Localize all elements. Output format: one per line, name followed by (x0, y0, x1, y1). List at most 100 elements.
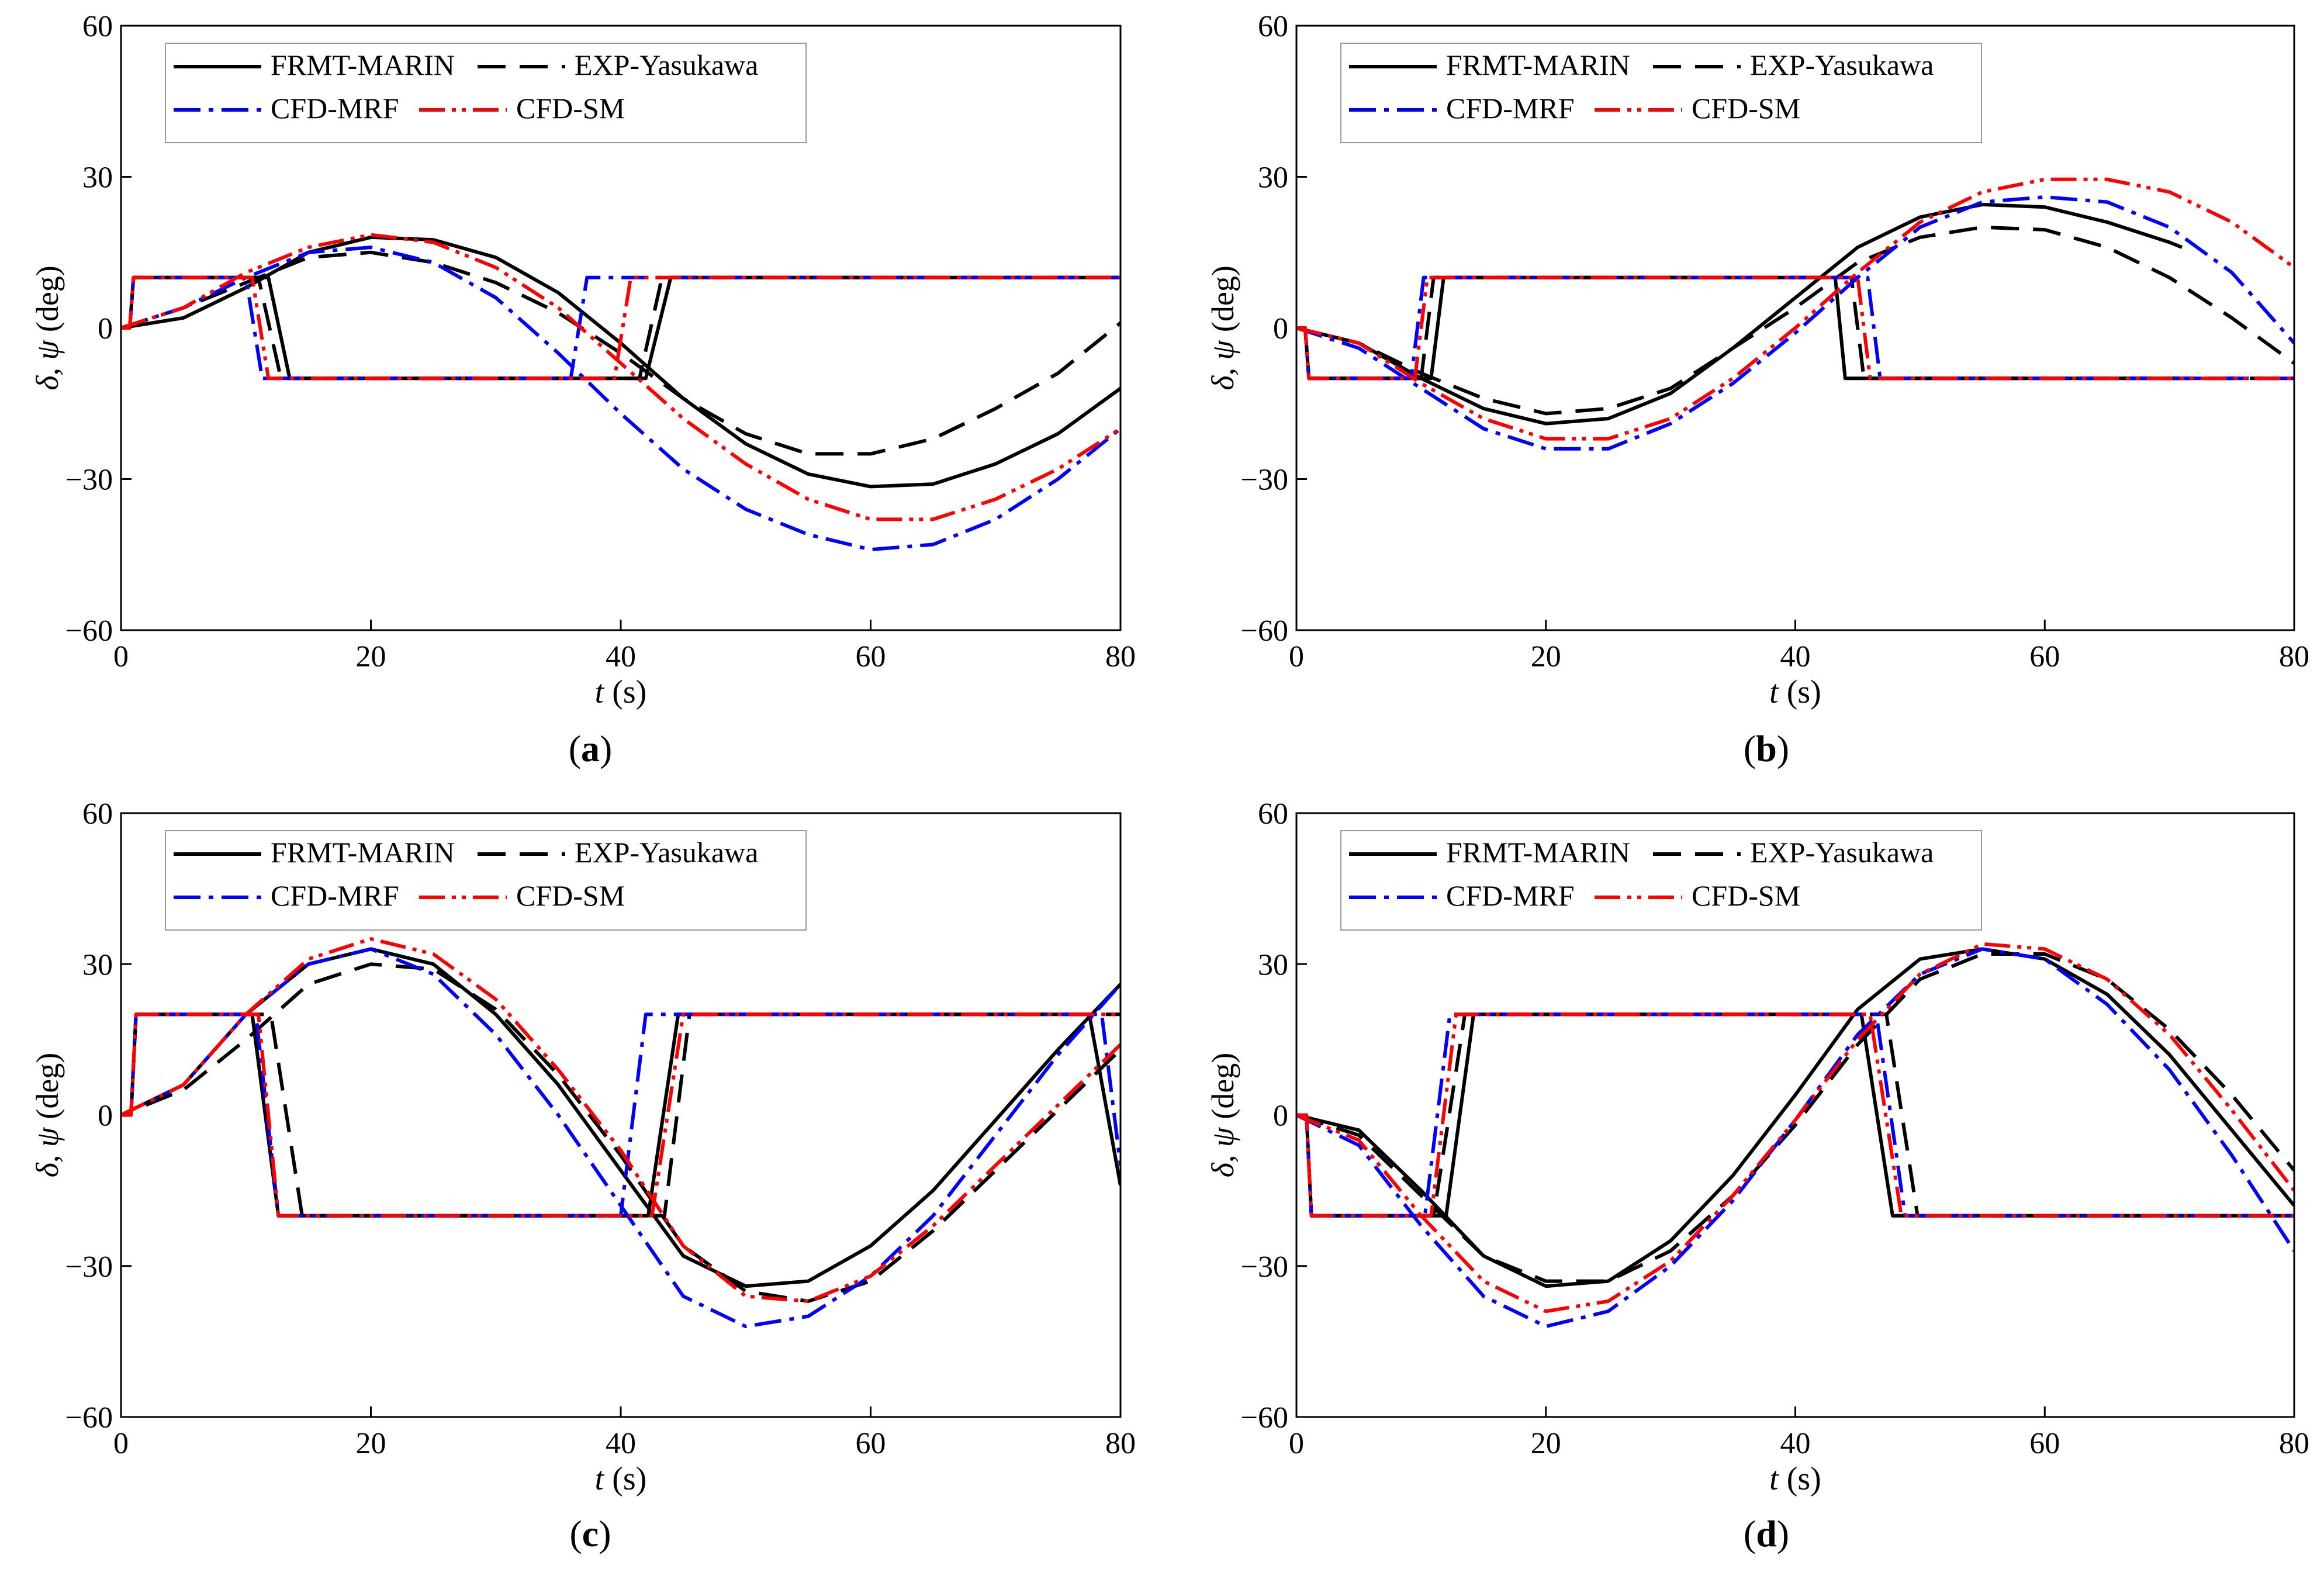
panel-d: 0 20 40 60 80 −60 −30 0 30 60 FRMT-MARIN EXP-Yasuka… (1205, 797, 2309, 1554)
series-line-exp (121, 1012, 1120, 1218)
y-tick-label: −30 (65, 1250, 113, 1284)
panel-label-letter: a (581, 728, 600, 769)
panel-label-paren: ( (569, 1513, 582, 1554)
y-tick-label: −60 (65, 614, 113, 648)
y-tick-label: 0 (98, 1100, 113, 1133)
series-group (1296, 177, 2294, 451)
series-line-frmt (121, 947, 1120, 1288)
x-tick-label: 40 (1780, 640, 1811, 673)
legend-box (1340, 43, 1982, 143)
series-line-mrf (1296, 195, 2294, 451)
panel-label-paren: ( (569, 728, 581, 769)
series-line-frmt (1296, 947, 2294, 1288)
y-tick-label: 30 (82, 161, 113, 195)
legend-box (165, 43, 807, 143)
panel-label: (b) (1744, 728, 1789, 769)
x-tick-label: 20 (1531, 640, 1561, 673)
y-axis-label: δ, ψ (deg) (30, 265, 65, 390)
y-tick-label: 60 (1258, 10, 1288, 43)
panel-label-paren: ( (1744, 1513, 1756, 1554)
x-tick-label: 20 (1531, 1427, 1561, 1460)
panel-c: 0 20 40 60 80 −60 −30 0 30 60 FRMT-MARIN EXP-Yasuka… (30, 797, 1136, 1554)
series-line-frmt (1296, 275, 2182, 381)
series-line-exp (145, 962, 1120, 1303)
x-tick-label: 60 (856, 1427, 886, 1460)
series-line-sm (1296, 1012, 2294, 1218)
y-axis-label-unit: (deg) (30, 1053, 65, 1119)
series-line-sm (121, 1012, 1120, 1218)
x-axis-label-var: t (1769, 1461, 1779, 1497)
y-tick-label: 0 (98, 312, 113, 345)
y-axis-label-unit: (deg) (1205, 1053, 1240, 1119)
x-tick-label: 80 (2279, 640, 2309, 673)
y-tick-label: 30 (1258, 948, 1288, 981)
y-tick-label: 60 (82, 10, 113, 43)
legend-box (165, 830, 807, 931)
legend-entry: EXP-Yasukawa (1750, 49, 1934, 81)
series-line-mrf (121, 1012, 1120, 1218)
panel-label-paren: ) (600, 728, 612, 769)
series-line-sm (121, 937, 1120, 1303)
legend-entry: FRMT-MARIN (1446, 836, 1630, 869)
x-tick-label: 80 (1105, 1427, 1136, 1460)
plot-frame (1295, 25, 2295, 631)
x-tick-label: 0 (1289, 1427, 1304, 1460)
x-tick-label: 20 (356, 640, 386, 673)
y-tick-label: −30 (65, 464, 113, 497)
y-axis-label-symbols: δ, ψ (1205, 1126, 1240, 1177)
y-tick-label: 60 (82, 797, 113, 831)
y-axis-label-symbols: δ, ψ (30, 340, 65, 390)
legend-entry: CFD-MRF (1446, 879, 1575, 912)
x-tick-label: 40 (606, 1427, 636, 1460)
x-axis-label: t (s) (595, 1461, 647, 1497)
legend: FRMT-MARIN EXP-Yasukawa CFD-MRF CFD-SM (1340, 830, 1982, 931)
series-group (121, 233, 1120, 552)
legend-entry: CFD-MRF (271, 92, 399, 125)
x-axis-label: t (s) (1769, 1461, 1821, 1497)
series-line-mrf (121, 246, 1120, 552)
plot-frame (120, 25, 1122, 631)
series-line-sm (1296, 942, 2294, 1314)
y-axis-label-unit: (deg) (30, 265, 65, 332)
y-axis-label: δ, ψ (deg) (30, 1053, 65, 1178)
y-tick-label: −30 (1241, 464, 1288, 497)
x-tick-label: 80 (2279, 1427, 2309, 1460)
panel-label-paren: ) (599, 1513, 611, 1554)
legend-entry: EXP-Yasukawa (1750, 836, 1934, 869)
legend-entry: FRMT-MARIN (271, 836, 455, 869)
plot-frame (120, 812, 1122, 1418)
x-tick-label: 60 (856, 640, 886, 673)
panel-label: (d) (1744, 1513, 1789, 1554)
panel-label-letter: b (1756, 728, 1777, 769)
legend-entry: EXP-Yasukawa (575, 49, 758, 81)
y-axis-label-symbols: δ, ψ (1205, 340, 1240, 390)
series-line-frmt (1296, 202, 2183, 426)
legend: FRMT-MARIN EXP-Yasukawa CFD-MRF CFD-SM (165, 43, 807, 143)
x-axis-label-var: t (595, 674, 605, 710)
y-axis-label: δ, ψ (deg) (1205, 265, 1240, 390)
series-line-exp (1296, 952, 2294, 1283)
legend-entry: CFD-SM (516, 92, 625, 125)
legend-entry: CFD-SM (1692, 879, 1800, 912)
panel-label-paren: ( (1744, 728, 1756, 769)
series-group (121, 937, 1120, 1329)
panel-label: (c) (569, 1513, 611, 1554)
x-tick-label: 60 (2029, 640, 2060, 673)
y-tick-label: 30 (82, 948, 113, 981)
legend-entry: EXP-Yasukawa (575, 836, 758, 869)
legend-entry: CFD-MRF (1446, 92, 1575, 125)
legend-entry: CFD-SM (1692, 92, 1800, 125)
y-axis-label: δ, ψ (deg) (1205, 1053, 1240, 1178)
y-tick-label: 60 (1258, 797, 1288, 831)
x-axis-label-var: t (1769, 674, 1779, 710)
x-tick-label: 80 (1105, 640, 1136, 673)
y-axis-label-unit: (deg) (1205, 265, 1240, 332)
x-tick-label: 0 (1289, 640, 1304, 673)
panel-b: 0 20 40 60 80 −60 −30 0 30 60 FRMT-MARIN EXP-Yasuka… (1205, 10, 2309, 769)
series-line-exp (121, 250, 1120, 456)
y-axis-label-symbols: δ, ψ (30, 1126, 65, 1177)
series-group (1296, 942, 2294, 1329)
x-tick-label: 20 (356, 1427, 386, 1460)
panel-label-paren: ) (1777, 1513, 1789, 1554)
x-tick-label: 0 (113, 1427, 129, 1460)
